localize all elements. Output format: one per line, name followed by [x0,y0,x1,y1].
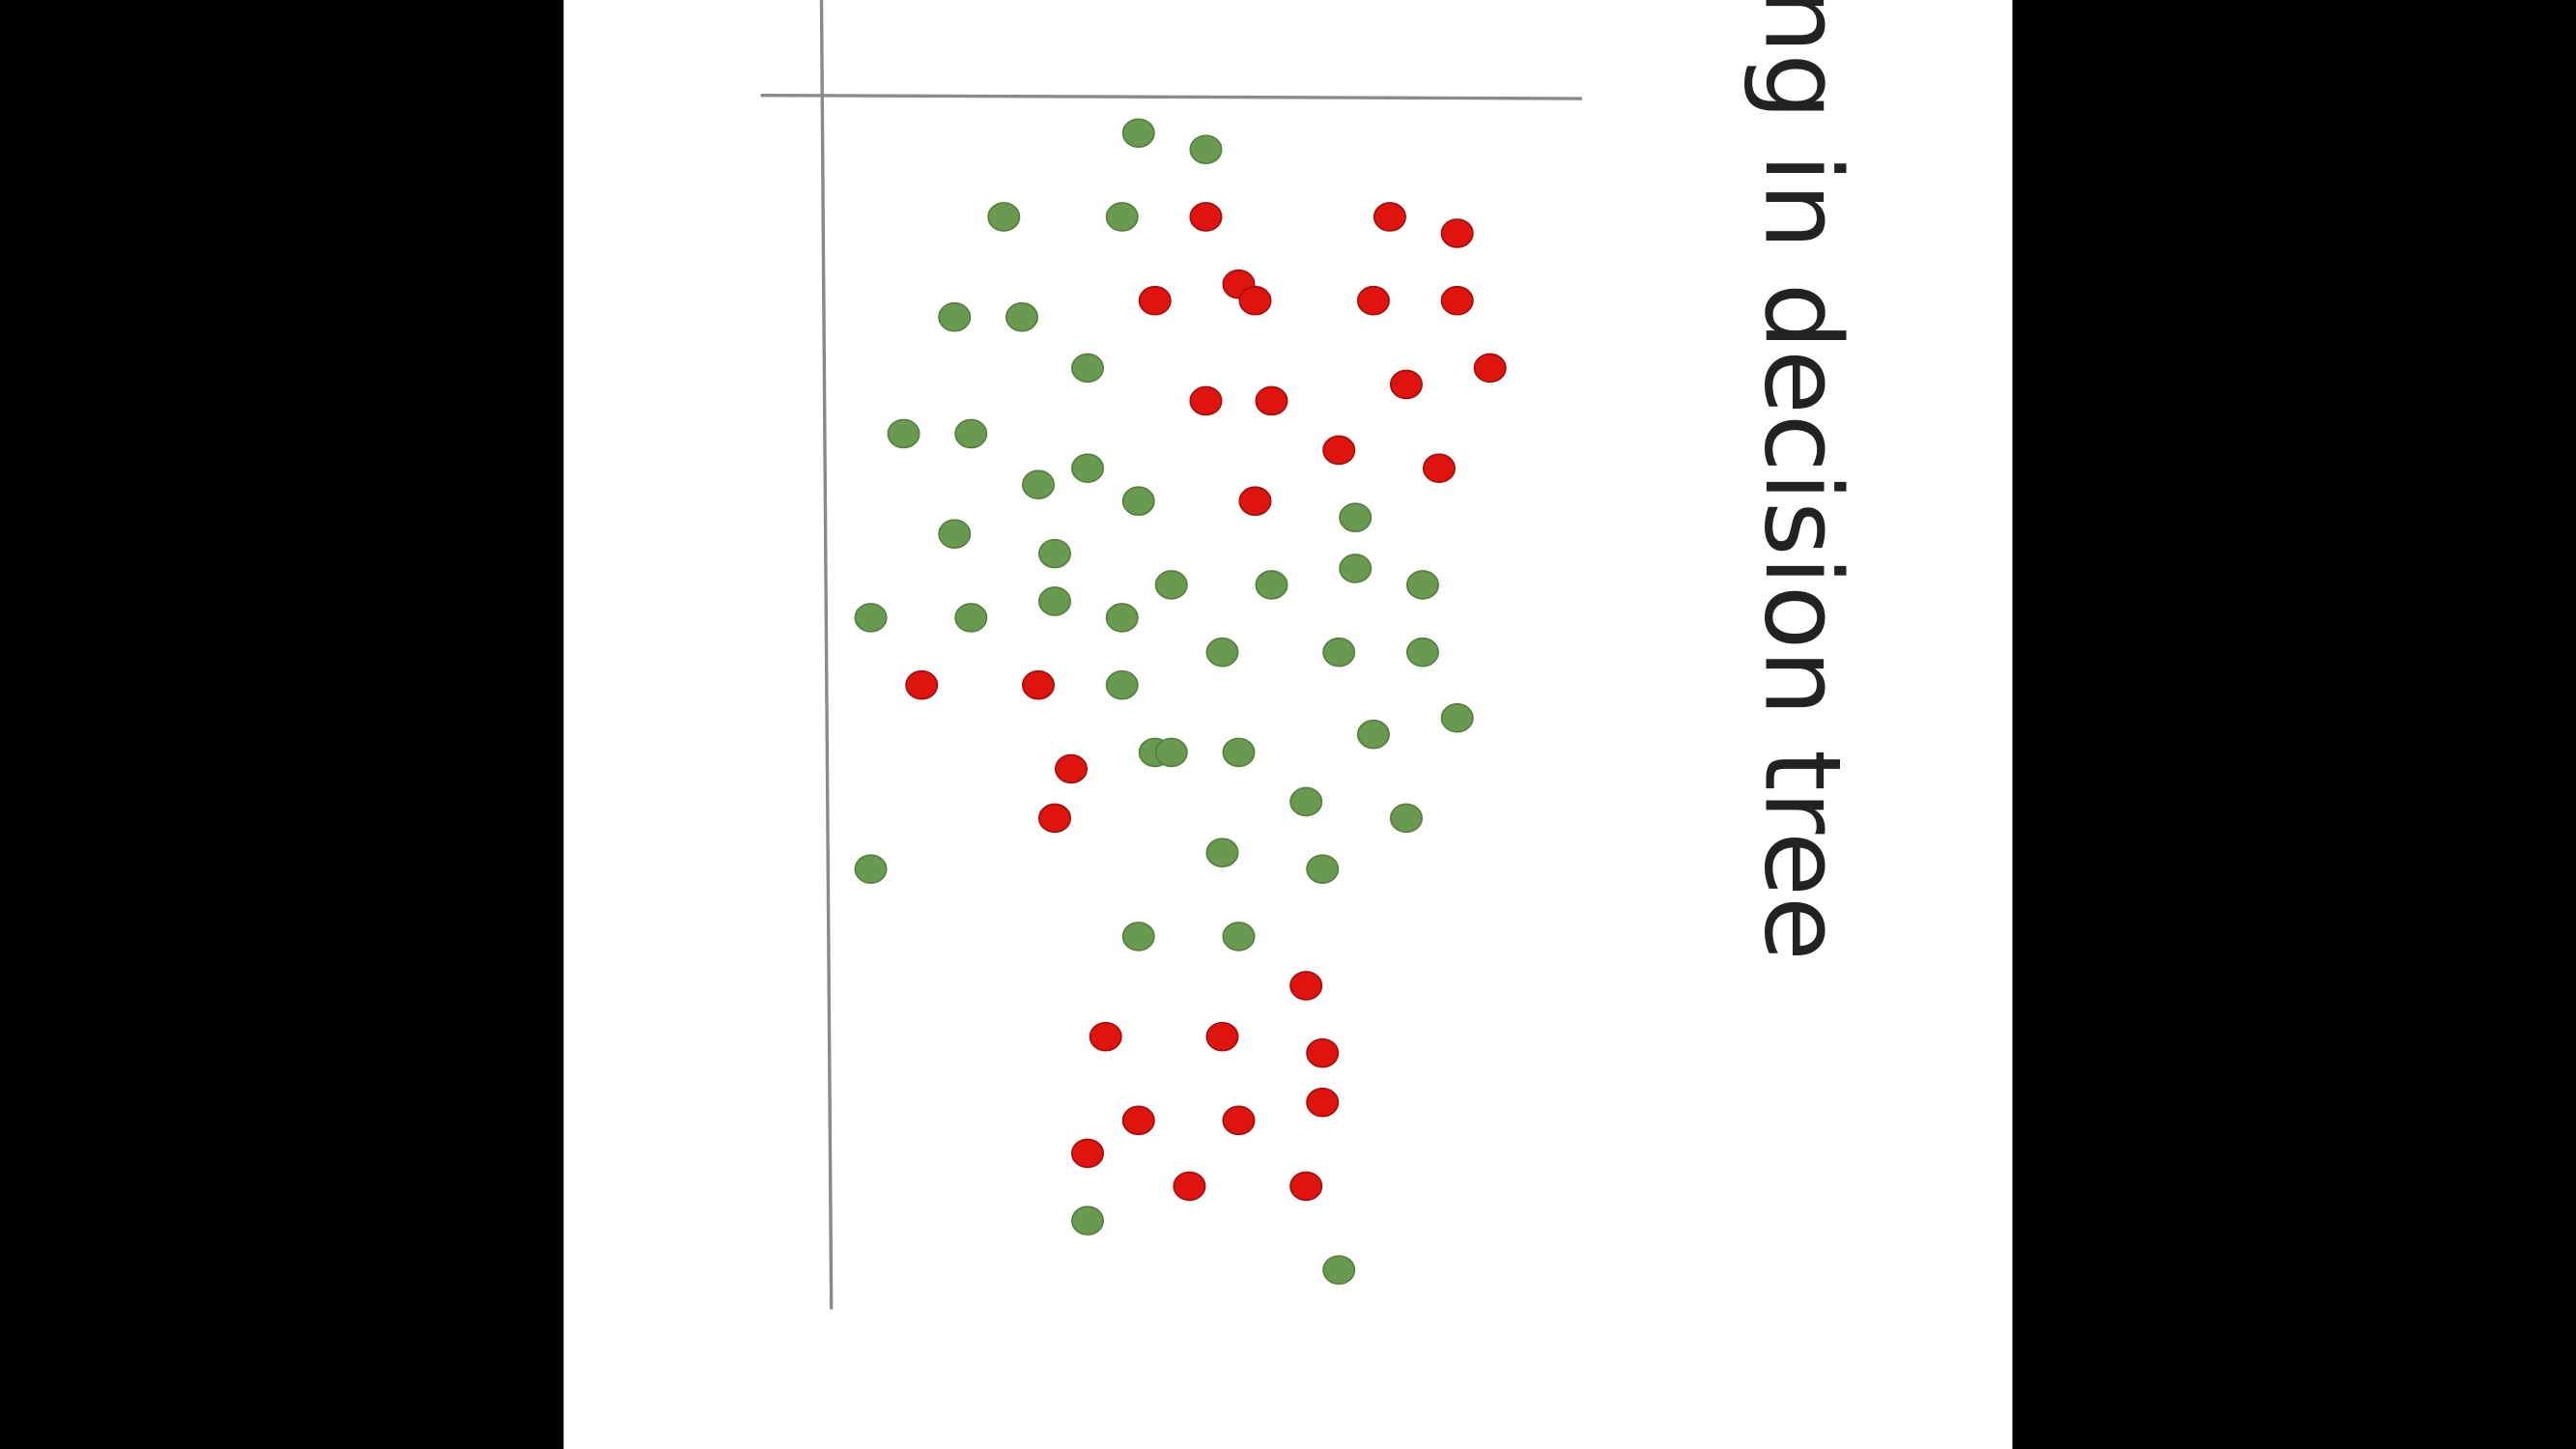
red-dot [1289,1171,1323,1202]
slide [563,0,2013,1449]
green-dot [1255,570,1288,600]
green-dot [1205,637,1239,668]
red-dot [1255,385,1288,416]
green-dot [1105,603,1139,633]
green-dot [1289,786,1323,817]
vertical-axis [819,0,834,1310]
red-dot [1089,1021,1122,1052]
red-dot [1173,1171,1206,1202]
dots [854,118,1507,1285]
green-dot [1405,570,1439,600]
red-dot [1238,285,1272,316]
red-dot [1071,1138,1105,1169]
green-dot [1071,453,1105,483]
horizontal-axis [760,93,1582,100]
red-dot [1356,285,1390,316]
green-dot [854,854,888,884]
green-dot [987,202,1021,232]
green-dot [854,603,888,633]
green-dot [1005,301,1038,332]
red-dot [1289,971,1323,1001]
green-dot [1071,353,1105,384]
red-dot [1037,803,1072,834]
green-dot [1105,202,1139,232]
red-dot [1055,753,1089,784]
green-dot [1071,1206,1105,1236]
green-dot [1405,637,1439,668]
red-dot [1322,435,1356,466]
red-dot [1189,202,1223,232]
red-dot [1440,285,1474,316]
red-dot [1021,669,1056,700]
green-dot [887,418,920,449]
red-dot [1373,202,1406,232]
green-dot [938,301,972,332]
red-dot [1306,1037,1340,1068]
green-dot [1356,719,1390,750]
green-dot [938,519,972,550]
red-dot [1306,1087,1340,1118]
green-dot [1154,737,1188,768]
green-dot [1154,570,1188,600]
green-dot [1306,854,1340,884]
green-dot [1322,637,1356,668]
green-dot [1037,538,1072,569]
green-dot [1222,922,1256,952]
green-dot [1339,554,1373,583]
red-dot [1440,218,1474,248]
red-dot [1189,385,1223,416]
green-dot [1121,118,1155,149]
green-dot [1021,469,1056,500]
green-dot [1121,922,1155,952]
slide-title: tting in decision tree [1741,0,1863,961]
red-dot [1138,285,1172,316]
green-dot [954,603,988,633]
green-dot [1205,838,1239,867]
red-dot [1205,1021,1239,1052]
red-dot [1389,369,1423,400]
green-dot [1189,134,1223,165]
green-dot [1105,669,1139,700]
red-dot [1238,486,1272,517]
green-dot [1440,702,1474,733]
green-dot [1037,586,1072,616]
green-dot [954,418,988,449]
red-dot [1222,1105,1256,1136]
green-dot [1222,737,1256,768]
green-dot [1121,486,1155,517]
red-dot [905,669,939,700]
green-dot [1322,1255,1356,1285]
green-dot [1339,502,1373,533]
red-dot [1121,1105,1155,1136]
red-dot [1473,353,1507,384]
red-dot [1422,453,1456,483]
green-dot [1389,803,1423,834]
